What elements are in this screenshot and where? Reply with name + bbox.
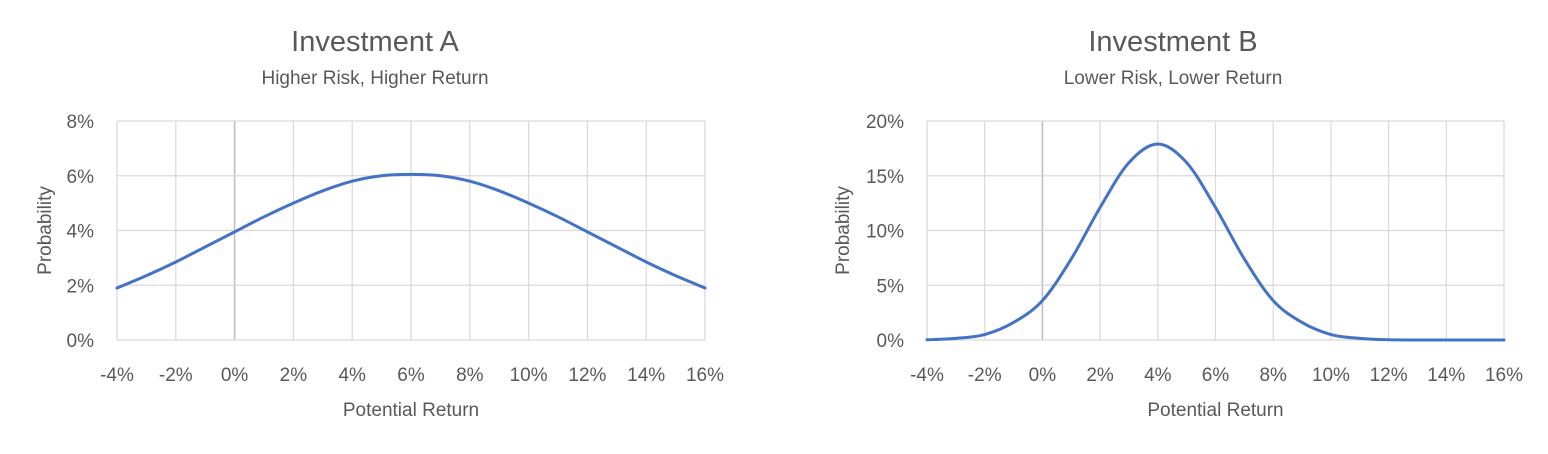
x-tick-label: 8% [1259,365,1287,386]
x-tick-label: 8% [456,365,484,386]
y-tick-label: 6% [67,167,95,188]
x-tick-label: 0% [221,365,249,386]
chart-title: Investment A [291,26,459,58]
chart-subtitle: Higher Risk, Higher Return [261,68,488,89]
x-tick-label: 2% [280,365,308,386]
x-tick-label: 10% [510,365,548,386]
x-tick-label: 6% [397,365,425,386]
x-tick-label: 10% [1312,365,1350,386]
x-axis-title: Potential Return [343,400,479,421]
y-tick-label: 0% [67,331,95,352]
y-axis-title: Probability [833,186,854,275]
y-tick-label: 2% [67,276,95,297]
x-tick-label: -2% [159,365,193,386]
y-tick-label: 0% [877,331,905,352]
chart-title: Investment B [1088,26,1257,58]
x-tick-label: 2% [1086,365,1114,386]
x-tick-label: -4% [100,365,134,386]
y-tick-label: 4% [67,222,95,243]
x-tick-label: 0% [1029,365,1057,386]
x-tick-label: 14% [1427,365,1465,386]
x-tick-label: 14% [627,365,665,386]
x-tick-label: 6% [1202,365,1230,386]
chart-1: Investment A Higher Risk, Higher Return -4… [35,26,724,421]
series-line [925,142,1506,342]
x-tick-label: 12% [1370,365,1408,386]
x-tick-label: 4% [1144,365,1172,386]
y-tick-label: 8% [67,112,95,133]
y-tick-label: 20% [866,112,904,133]
chart-subtitle: Lower Risk, Lower Return [1064,68,1283,89]
x-tick-label: 12% [568,365,606,386]
y-tick-label: 10% [866,222,904,243]
x-tick-label: 16% [686,365,724,386]
x-tick-label: -4% [910,365,944,386]
series-line [115,172,707,290]
y-axis-title: Probability [35,186,56,275]
chart-2: Investment B Lower Risk, Lower Return -4% -… [833,26,1523,421]
x-axis-title: Potential Return [1147,400,1283,421]
x-tick-label: 16% [1485,365,1523,386]
x-tick-label: -2% [968,365,1002,386]
x-tick-label: 4% [338,365,366,386]
y-tick-label: 15% [866,167,904,188]
y-tick-label: 5% [877,276,905,297]
